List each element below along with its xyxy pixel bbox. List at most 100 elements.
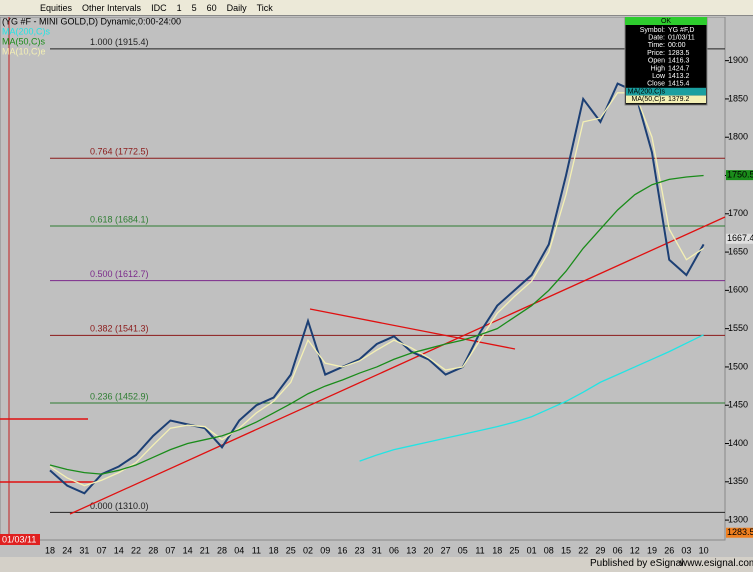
- year-label: 2011: [2, 555, 21, 557]
- toolbar-item[interactable]: Equities: [40, 2, 73, 13]
- x-tick-label: 07: [165, 545, 175, 555]
- x-tick-label: 27: [441, 545, 451, 555]
- data-window-label: Time:: [648, 42, 665, 49]
- data-window-label: Symbol:: [640, 27, 665, 34]
- y-tick-label: 1400: [728, 438, 748, 448]
- x-tick-label: 19: [647, 545, 657, 555]
- date-badge-label: 01/03/11: [2, 534, 36, 544]
- x-tick-label: 05: [458, 545, 468, 555]
- fib-label: 1.000 (1915.4): [90, 37, 149, 47]
- toolbar-item[interactable]: IDC: [151, 2, 167, 13]
- data-window-value: 1416.3: [668, 58, 690, 65]
- x-tick-label: 25: [509, 545, 519, 555]
- y-tick-label: 1850: [728, 93, 748, 103]
- data-window-title: OK: [661, 18, 671, 25]
- data-window-value: 1283.5: [668, 50, 690, 57]
- fib-label: 0.764 (1772.5): [90, 147, 149, 157]
- x-tick-label: 14: [183, 545, 193, 555]
- toolbar-item[interactable]: 1: [176, 2, 182, 13]
- x-tick-label: 06: [613, 545, 623, 555]
- x-tick-label: 20: [423, 545, 433, 555]
- x-tick-label: 23: [355, 545, 365, 555]
- y-tick-label: 1900: [728, 55, 748, 65]
- data-window-label: Open: [648, 58, 665, 65]
- x-tick-label: 04: [234, 545, 244, 555]
- x-tick-label: 21: [200, 545, 210, 555]
- month-label: Mar: [163, 555, 179, 557]
- x-tick-label: 06: [389, 545, 399, 555]
- x-tick-label: 07: [97, 545, 107, 555]
- toolbar-item[interactable]: 60: [206, 2, 217, 13]
- month-label: Feb: [94, 555, 110, 557]
- data-window-row-bg: [626, 87, 706, 96]
- x-tick-label: 09: [320, 545, 330, 555]
- data-window-label: High: [651, 65, 666, 72]
- axis-badge-label: 1283.5: [727, 527, 753, 537]
- x-tick-label: 29: [595, 545, 605, 555]
- publisher: Published by eSignal: [590, 558, 684, 569]
- axis-badge: [726, 170, 753, 181]
- month-label: May: [299, 555, 317, 557]
- trendline: [309, 308, 516, 350]
- x-tick-label: 11: [252, 545, 261, 555]
- data-window-value: 01/03/11: [668, 35, 695, 42]
- toolbar-item[interactable]: 5: [191, 2, 197, 13]
- axis-badge-label: 1667.4: [727, 233, 753, 243]
- toolbar-item[interactable]: Daily: [226, 2, 247, 13]
- data-window-label: MA(200,C)s: [628, 88, 666, 95]
- month-label: Oct: [679, 555, 694, 557]
- data-window-value: 00:00: [668, 42, 686, 49]
- y-tick-label: 1650: [728, 246, 748, 256]
- x-tick-label: 08: [544, 545, 554, 555]
- x-tick-label: 26: [664, 545, 674, 555]
- plot-area: [0, 17, 726, 541]
- data-window-value: 1424.7: [668, 65, 690, 72]
- x-tick-label: 31: [372, 545, 382, 555]
- x-tick-label: 02: [303, 545, 313, 555]
- x-tick-label: 28: [217, 545, 227, 555]
- month-label: Jun: [387, 555, 402, 557]
- x-tick-label: 31: [79, 545, 89, 555]
- y-tick-label: 1450: [728, 400, 748, 410]
- x-tick-label: 03: [681, 545, 691, 555]
- x-tick-label: 11: [475, 545, 484, 555]
- ma-line: [49, 174, 704, 475]
- data-window-label: MA(50,C)s: [632, 96, 666, 103]
- chart: 1300 1350 1400 1450 1500 1550 1600 1650 1700 1750…: [0, 17, 753, 557]
- x-tick-label: 14: [114, 545, 124, 555]
- x-tick-label: 18: [492, 545, 502, 555]
- data-window-label: Close: [647, 81, 665, 88]
- y-tick-label: 1800: [728, 132, 748, 142]
- toolbar-item[interactable]: Tick: [256, 2, 273, 13]
- data-window-header: [625, 17, 707, 25]
- y-tick-label: 1500: [728, 361, 748, 371]
- axis-badge-label: 1750.5: [727, 170, 753, 180]
- toolbar-item[interactable]: Other Intervals: [82, 2, 142, 13]
- month-label: Apr: [232, 555, 246, 557]
- footer: Published by eSignal www.esignal.com: [0, 557, 753, 572]
- fib-label: 0.382 (1541.3): [90, 324, 149, 334]
- x-tick-label: 13: [406, 545, 416, 555]
- ma-line: [359, 334, 704, 462]
- x-tick-label: 15: [561, 545, 571, 555]
- ma-line: [49, 92, 704, 487]
- data-window-row-bg: [626, 95, 706, 104]
- x-tick-label: 25: [286, 545, 296, 555]
- y-tick-label: 1350: [728, 476, 748, 486]
- fib-label: 0.236 (1452.9): [90, 391, 149, 401]
- fib-label: 0.618 (1684.1): [90, 214, 149, 224]
- data-window-value: 1415.4: [668, 81, 690, 88]
- data-window-label: Low: [652, 73, 666, 80]
- legend-entry: MA(200,C)s: [2, 26, 51, 36]
- data-window-value: YG #F,D: [668, 27, 694, 34]
- data-window-value: 1413.2: [668, 73, 690, 80]
- data-window-label: Price:: [647, 50, 665, 57]
- y-tick-label: 1600: [728, 285, 748, 295]
- month-label: Sep: [610, 555, 626, 557]
- y-tick-label: 1300: [728, 514, 748, 524]
- month-label: Jul: [457, 555, 469, 557]
- legend-entry: MA(50,C)s: [2, 36, 46, 46]
- x-tick-label: 18: [269, 545, 279, 555]
- y-tick-label: 1550: [728, 323, 748, 333]
